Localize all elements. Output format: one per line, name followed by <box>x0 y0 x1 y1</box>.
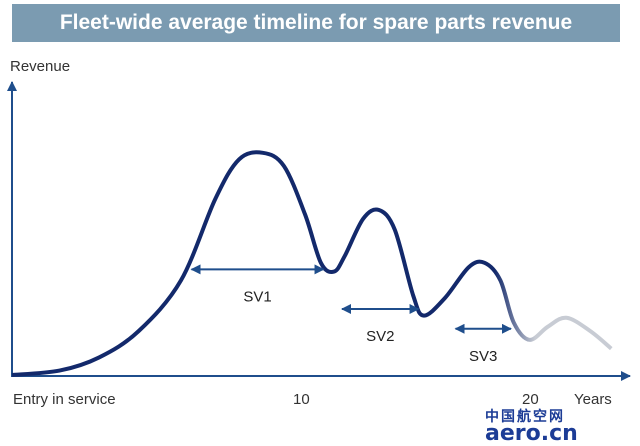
x-axis-label: Years <box>574 391 612 408</box>
x-tick-label-20: 20 <box>522 391 539 408</box>
span-label-sv3: SV3 <box>469 348 497 365</box>
y-axis-label: Revenue <box>10 58 71 75</box>
watermark-logo: 中国航空网 aero.cn <box>485 408 578 446</box>
span-label-sv2: SV2 <box>366 328 394 345</box>
revenue-curve <box>11 150 613 377</box>
x-tick-label-10: 10 <box>293 391 310 408</box>
x-tick-label-0: Entry in service <box>13 391 116 408</box>
chart-title: Fleet-wide average timeline for spare pa… <box>12 4 620 42</box>
span-label-sv1: SV1 <box>243 288 271 305</box>
